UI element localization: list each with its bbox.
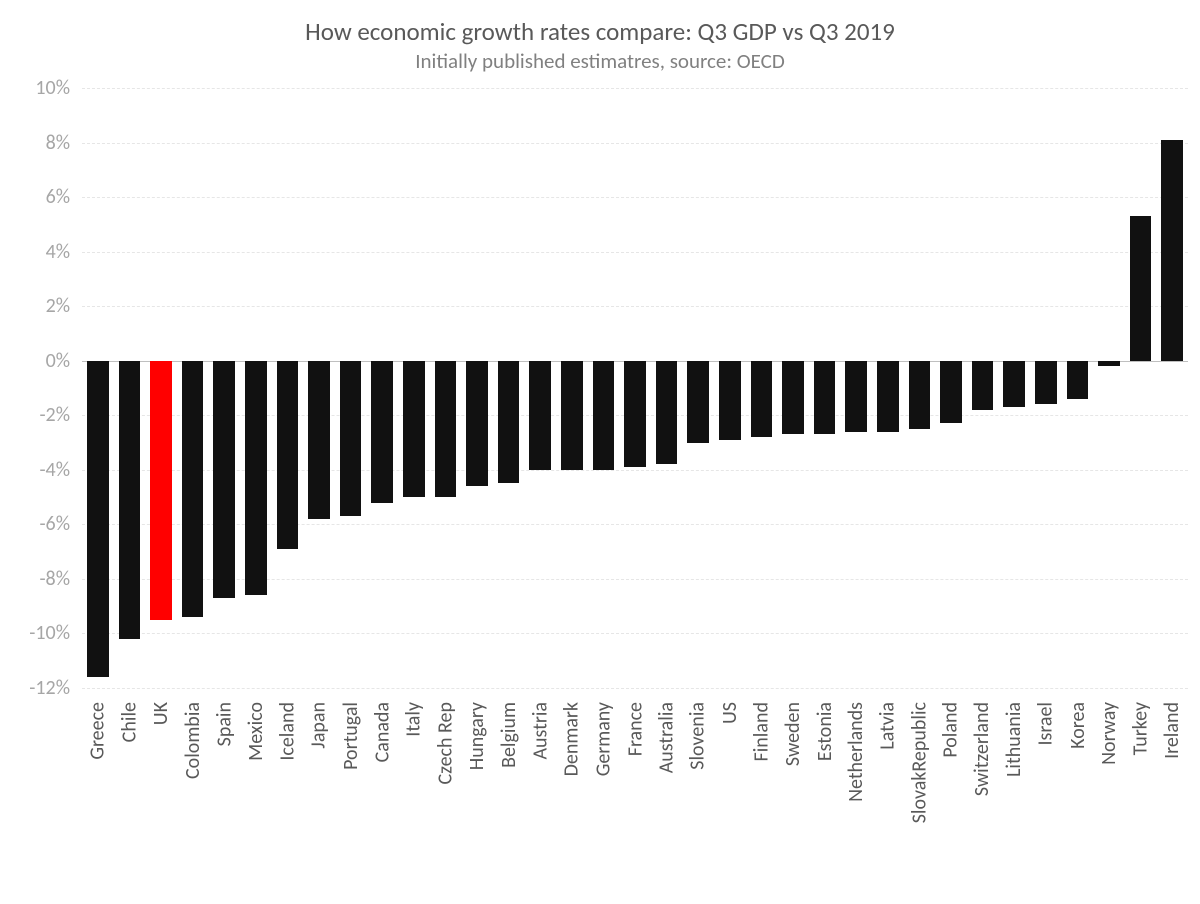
- bar: [782, 361, 803, 435]
- bar: [1098, 361, 1119, 366]
- x-tick-label: Italy: [402, 702, 426, 737]
- x-tick-label: Denmark: [560, 702, 584, 776]
- x-tick-label: Sweden: [781, 702, 805, 766]
- y-tick-label: -8%: [0, 567, 70, 591]
- y-tick-label: -10%: [0, 621, 70, 645]
- bar: [498, 361, 519, 484]
- bar: [814, 361, 835, 435]
- bar: [435, 361, 456, 497]
- x-tick-label: Colombia: [181, 702, 205, 779]
- y-tick-label: 10%: [0, 76, 70, 100]
- bar: [909, 361, 930, 429]
- bar: [277, 361, 298, 549]
- x-tick-label: Germany: [591, 702, 615, 776]
- x-tick-label: Czech Rep: [433, 702, 457, 785]
- x-tick-label: Canada: [370, 702, 394, 762]
- x-tick-label: US: [718, 702, 742, 724]
- bar: [371, 361, 392, 503]
- bar: [1130, 216, 1151, 361]
- y-tick-label: 8%: [0, 131, 70, 155]
- bar: [1035, 361, 1056, 405]
- bar: [87, 361, 108, 677]
- bar: [213, 361, 234, 598]
- x-tick-label: Hungary: [465, 702, 489, 770]
- bar: [466, 361, 487, 486]
- x-tick-label: Greece: [86, 702, 110, 760]
- gridline: [82, 197, 1188, 198]
- bar: [593, 361, 614, 470]
- x-tick-label: Turkey: [1129, 702, 1153, 755]
- bar: [940, 361, 961, 424]
- x-tick-label: SlovakRepublic: [907, 702, 931, 823]
- x-tick-label: Ireland: [1160, 702, 1184, 759]
- y-tick-label: -12%: [0, 676, 70, 700]
- bar: [656, 361, 677, 465]
- gridline: [82, 306, 1188, 307]
- bar: [1067, 361, 1088, 399]
- gridline: [82, 252, 1188, 253]
- bar: [308, 361, 329, 519]
- x-tick-label: Australia: [655, 702, 679, 773]
- x-tick-label: Switzerland: [971, 702, 995, 796]
- bar: [877, 361, 898, 432]
- bar: [751, 361, 772, 437]
- bar: [687, 361, 708, 443]
- bar: [182, 361, 203, 617]
- x-tick-label: Lithuania: [1002, 702, 1026, 777]
- x-tick-label: Portugal: [339, 702, 363, 770]
- y-tick-label: -6%: [0, 512, 70, 536]
- x-tick-label: Iceland: [275, 702, 299, 761]
- bar: [150, 361, 171, 620]
- x-tick-label: Mexico: [244, 702, 268, 761]
- bar: [340, 361, 361, 516]
- bar: [529, 361, 550, 470]
- x-tick-label: Finland: [749, 702, 773, 761]
- x-tick-label: Spain: [212, 702, 236, 746]
- x-tick-label: Chile: [117, 702, 141, 742]
- bar: [403, 361, 424, 497]
- x-tick-label: UK: [149, 702, 173, 725]
- gridline: [82, 88, 1188, 89]
- chart-subtitle: Initially published estimatres, source: …: [0, 48, 1200, 74]
- x-tick-label: Belgium: [497, 702, 521, 768]
- gridline: [82, 143, 1188, 144]
- x-tick-label: France: [623, 702, 647, 756]
- gridline: [82, 688, 1188, 689]
- bar: [624, 361, 645, 467]
- chart-title: How economic growth rates compare: Q3 GD…: [0, 16, 1200, 47]
- y-tick-label: 6%: [0, 185, 70, 209]
- x-tick-label: Korea: [1065, 702, 1089, 749]
- x-tick-label: Israel: [1034, 702, 1058, 746]
- x-tick-label: Latvia: [876, 702, 900, 750]
- bar: [845, 361, 866, 432]
- y-tick-label: 0%: [0, 349, 70, 373]
- x-tick-label: Slovenia: [686, 702, 710, 770]
- gridline: [82, 633, 1188, 634]
- x-tick-label: Austria: [528, 702, 552, 760]
- y-tick-label: 2%: [0, 294, 70, 318]
- x-tick-label: Netherlands: [844, 702, 868, 802]
- bar: [245, 361, 266, 596]
- bar: [972, 361, 993, 410]
- bar: [719, 361, 740, 440]
- y-tick-label: -4%: [0, 458, 70, 482]
- x-tick-label: Japan: [307, 702, 331, 749]
- y-tick-label: 4%: [0, 240, 70, 264]
- bar: [561, 361, 582, 470]
- x-tick-label: Poland: [939, 702, 963, 758]
- chart-container: How economic growth rates compare: Q3 GD…: [0, 0, 1200, 904]
- bar: [119, 361, 140, 639]
- x-tick-label: Norway: [1097, 702, 1121, 765]
- bar: [1161, 140, 1182, 361]
- y-tick-label: -2%: [0, 403, 70, 427]
- plot-area: -12%-10%-8%-6%-4%-2%0%2%4%6%8%10%GreeceC…: [82, 88, 1188, 688]
- bar: [1003, 361, 1024, 407]
- x-tick-label: Estonia: [813, 702, 837, 761]
